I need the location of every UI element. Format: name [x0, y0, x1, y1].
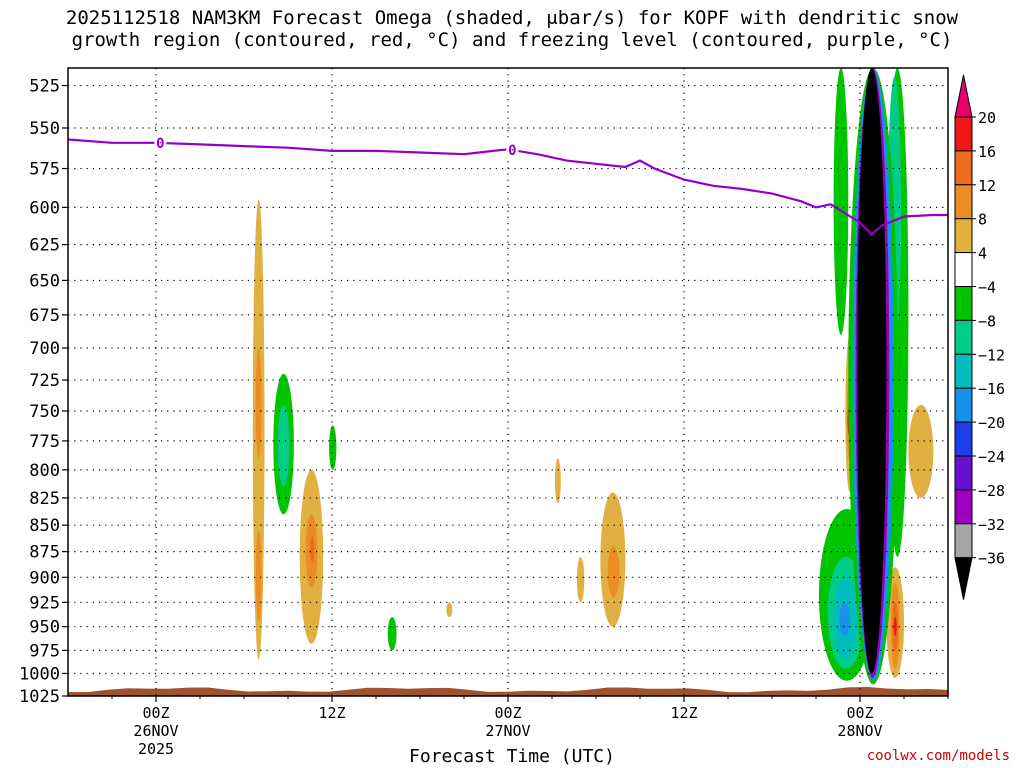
y-tick-label: 850: [29, 516, 60, 536]
omega-region: [277, 404, 290, 487]
y-tick-label: 700: [29, 339, 60, 359]
colorbar-segment: [954, 184, 973, 220]
terrain-layer: [68, 687, 948, 696]
colorbar-segment: [954, 116, 973, 152]
colorbar-segment: [954, 218, 973, 254]
y-tick-label: 675: [29, 306, 60, 326]
colorbar-label: −12: [978, 346, 1005, 364]
omega-region: [387, 617, 397, 651]
y-tick-label: 625: [29, 236, 60, 256]
omega-region: [554, 458, 561, 504]
colorbar-label: 20: [978, 109, 996, 127]
colorbar-label: −8: [978, 312, 996, 330]
omega-shading-layer: [68, 0, 948, 685]
colorbar-label: −20: [978, 414, 1005, 432]
freezing-level-label: 0: [508, 143, 516, 159]
y-tick-label: 750: [29, 402, 60, 422]
x-tick-label: 27NOV: [485, 722, 530, 740]
colorbar-segment: [954, 150, 973, 186]
omega-region: [893, 617, 897, 637]
colorbar-label: −28: [978, 482, 1005, 500]
colorbar-label: 12: [978, 177, 996, 195]
colorbar-segment: [954, 286, 973, 321]
site-credit: coolwx.com/models: [866, 748, 1010, 764]
omega-region: [857, 68, 887, 674]
colorbar-segment: [954, 421, 973, 457]
colorbar-label: −36: [978, 550, 1005, 568]
colorbar-label: 16: [978, 143, 996, 161]
y-tick-label: 1000: [19, 664, 60, 684]
colorbar-segment: [954, 489, 973, 525]
omega-region: [329, 425, 337, 470]
pressure-axis: 525 550 575 600 625 650 675 700 725 750 775 800 825 8…: [19, 77, 68, 707]
colorbar-bottom-triangle: [954, 557, 973, 600]
omega-region: [908, 404, 934, 498]
y-tick-label: 525: [29, 77, 60, 97]
y-tick-label: 925: [29, 593, 60, 613]
freezing-level-label: 0: [156, 136, 164, 152]
colorbar-top-triangle: [954, 74, 973, 118]
chart-title-line1: 2025112518 NAM3KM Forecast Omega (shaded…: [65, 7, 959, 29]
omega-region: [839, 602, 850, 637]
x-tick-label: 12Z: [670, 704, 697, 722]
omega-region: [310, 535, 315, 563]
y-tick-label: 600: [29, 198, 60, 218]
plot-top-mask: [68, 0, 948, 68]
y-tick-label: 875: [29, 543, 60, 563]
omega-region: [446, 602, 453, 618]
colorbar-segment: [954, 455, 973, 491]
y-tick-label: 900: [29, 568, 60, 588]
x-tick-label: 12Z: [318, 704, 345, 722]
colorbar-segment: [954, 252, 973, 288]
y-tick-label: 550: [29, 119, 60, 139]
colorbar-segment: [954, 387, 973, 423]
y-tick-label: 775: [29, 432, 60, 452]
colorbar-segment: [954, 353, 973, 389]
colorbar-segment: [954, 319, 973, 355]
omega-region: [255, 348, 262, 459]
x-axis-title: Forecast Time (UTC): [409, 746, 615, 767]
omega-colorbar: 20 16 12 8 4 −4 −8 −12 −16 −20 −24 −28 −32 −36: [954, 74, 1005, 600]
colorbar-label: −16: [978, 380, 1005, 398]
colorbar-label: 4: [978, 245, 987, 263]
colorbar-segment: [954, 523, 973, 559]
x-tick-label: 00Z: [846, 704, 873, 722]
freezing-label-bg: [154, 134, 167, 150]
x-tick-label: 00Z: [494, 704, 521, 722]
omega-region: [576, 556, 585, 603]
y-tick-label: 800: [29, 461, 60, 481]
chart-title-line2: growth region (contoured, red, °C) and f…: [71, 29, 953, 51]
freezing-label-bg: [506, 142, 519, 158]
y-tick-label: 1025: [19, 687, 60, 707]
colorbar-label: −32: [978, 516, 1005, 534]
terrain-fill: [68, 687, 948, 696]
y-tick-label: 575: [29, 160, 60, 180]
y-tick-label: 725: [29, 371, 60, 391]
x-tick-label: 00Z: [142, 704, 169, 722]
y-tick-label: 950: [29, 618, 60, 638]
colorbar-label: −4: [978, 279, 996, 297]
x-tick-label: 28NOV: [837, 722, 882, 740]
colorbar-label: 8: [978, 211, 987, 229]
omega-region: [255, 530, 262, 622]
colorbar-label: −24: [978, 448, 1005, 466]
grid-layer: [68, 68, 948, 696]
x-tick-label: 2025: [138, 740, 174, 758]
y-tick-label: 650: [29, 271, 60, 291]
y-tick-label: 975: [29, 641, 60, 661]
y-tick-label: 825: [29, 489, 60, 509]
omega-region: [833, 68, 849, 335]
x-tick-label: 26NOV: [133, 722, 178, 740]
omega-region: [607, 546, 620, 598]
freezing-level-line: [67, 138, 948, 236]
